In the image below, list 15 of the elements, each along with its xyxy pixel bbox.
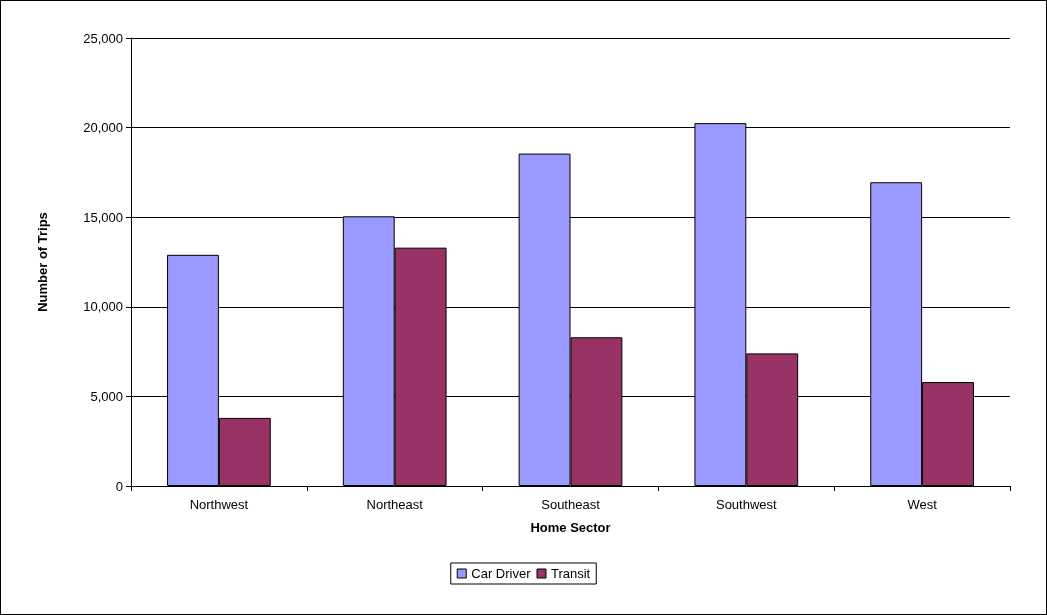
y-tick-label: 20,000 (83, 120, 123, 136)
y-tick-label: 25,000 (83, 30, 123, 46)
x-tick-label: Southwest (715, 497, 778, 512)
x-tick-label: West (907, 497, 938, 512)
y-tick-label: 10,000 (83, 299, 123, 315)
x-axis-title: Home Sector (530, 520, 611, 535)
y-tick-label: 0 (115, 478, 123, 494)
legend-label: Car Driver (471, 566, 532, 581)
x-tick-label: Northwest (189, 497, 249, 512)
y-tick-label: 5,000 (90, 388, 123, 404)
x-tick-label: Southeast (541, 497, 601, 512)
legend-label: Transit (550, 566, 591, 581)
x-tick-label: Northeast (366, 497, 424, 512)
y-axis-title: Number of Trips (35, 212, 50, 312)
y-tick-label: 15,000 (83, 209, 123, 225)
